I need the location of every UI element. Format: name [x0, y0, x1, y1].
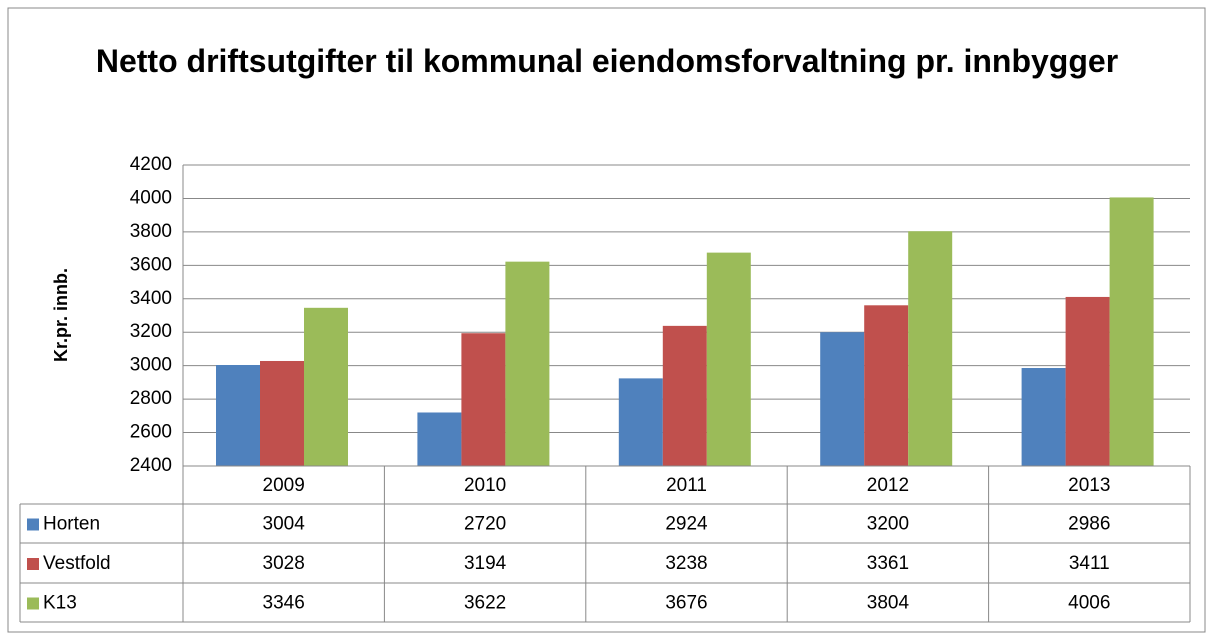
table-value: 3238	[665, 553, 707, 574]
y-tick-label: 3600	[130, 254, 172, 275]
table-value: 3346	[263, 593, 305, 614]
table-value: 3411	[1069, 553, 1110, 574]
y-tick-label: 3800	[130, 221, 172, 242]
legend-label: K13	[43, 593, 77, 614]
table-value: 2924	[665, 514, 708, 535]
y-tick-label: 2800	[130, 388, 172, 409]
legend-label: Horten	[43, 514, 100, 535]
bar	[260, 360, 304, 466]
x-tick-label: 2012	[867, 475, 909, 496]
bar	[706, 252, 751, 466]
table-value: 3194	[464, 553, 507, 574]
table-value: 3200	[867, 514, 909, 535]
bar	[618, 378, 663, 466]
legend-swatch	[27, 597, 39, 610]
y-tick-label: 2600	[130, 422, 172, 443]
table-value: 3676	[665, 593, 707, 614]
table-value: 3004	[263, 514, 306, 535]
bar	[1021, 368, 1066, 466]
bar	[1065, 296, 1110, 466]
y-tick-label: 4200	[130, 154, 172, 175]
bar	[662, 325, 707, 466]
bar	[304, 307, 348, 466]
x-tick-label: 2009	[263, 475, 305, 496]
table-value: 3622	[464, 593, 506, 614]
bar	[505, 261, 550, 466]
bar	[1109, 197, 1154, 467]
table-value: 3804	[867, 593, 910, 614]
legend-label: Vestfold	[43, 553, 111, 574]
y-tick-label: 3200	[130, 321, 172, 342]
y-tick-label: 3400	[130, 288, 172, 309]
bar	[417, 412, 462, 466]
y-tick-label: 3000	[130, 355, 172, 376]
bar	[820, 332, 865, 466]
table-value: 2720	[464, 514, 506, 535]
y-tick-label: 4000	[130, 187, 172, 208]
bar	[216, 364, 260, 466]
bar	[461, 333, 506, 466]
chart-title: Netto driftsutgifter til kommunal eiendo…	[95, 43, 1119, 79]
y-tick-label: 2400	[130, 455, 172, 476]
x-tick-label: 2011	[666, 475, 707, 496]
x-tick-label: 2013	[1068, 475, 1110, 496]
legend-swatch	[27, 518, 39, 531]
bar	[908, 231, 953, 466]
bar	[864, 305, 909, 466]
table-value: 2986	[1068, 514, 1110, 535]
table-value: 3028	[263, 553, 305, 574]
x-tick-label: 2010	[464, 475, 506, 496]
y-axis-label: Kr.pr. innb.	[51, 268, 71, 362]
table-value: 3361	[867, 553, 909, 574]
legend-swatch	[27, 558, 39, 570]
table-value: 4006	[1068, 593, 1110, 614]
chart-border	[7, 7, 1206, 633]
